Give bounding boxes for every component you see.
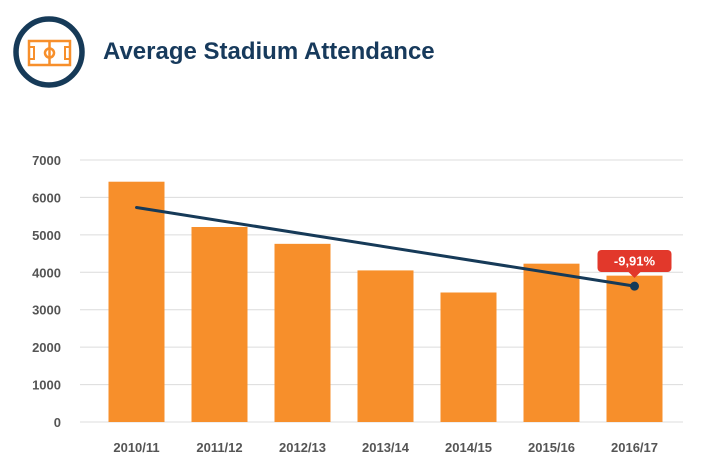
x-tick-label: 2014/15 <box>445 440 492 455</box>
x-tick-label: 2011/12 <box>196 440 242 455</box>
y-tick-label: 0 <box>54 415 61 430</box>
y-tick-label: 2000 <box>32 340 61 355</box>
annotation-label: -9,91% <box>614 254 656 269</box>
y-tick-label: 7000 <box>32 153 61 168</box>
y-tick-label: 1000 <box>32 378 61 393</box>
bar <box>523 263 580 422</box>
annotation-badge <box>597 250 672 272</box>
bar <box>606 275 663 422</box>
x-tick-label: 2012/13 <box>279 440 326 455</box>
football-pitch-icon <box>13 16 85 88</box>
bar <box>191 226 248 422</box>
change-annotation: -9,91% <box>597 250 672 278</box>
y-tick-label: 3000 <box>32 303 61 318</box>
x-axis-ticks: 2010/11 2011/12 2012/13 2013/14 2014/15 2015/… <box>113 440 658 455</box>
y-tick-label: 5000 <box>32 228 61 243</box>
annotation-pointer <box>628 272 641 278</box>
bar <box>108 181 165 422</box>
trend-line <box>135 206 636 288</box>
trend-end-point <box>630 281 639 291</box>
x-tick-label: 2015/16 <box>528 440 575 455</box>
y-tick-label: 4000 <box>32 265 61 280</box>
bars <box>108 181 663 422</box>
chart-title: Average Stadium Attendance <box>103 38 435 65</box>
y-tick-label: 6000 <box>32 190 61 205</box>
x-tick-label: 2013/14 <box>362 440 410 455</box>
y-axis-ticks: 0 1000 2000 3000 4000 5000 6000 7000 <box>32 153 61 430</box>
trend-line-group <box>135 206 639 291</box>
bar <box>274 243 331 422</box>
bar <box>440 292 497 422</box>
bar <box>357 270 414 422</box>
chart-header: Average Stadium Attendance <box>0 0 723 110</box>
x-tick-label: 2010/11 <box>113 440 159 455</box>
x-tick-label: 2016/17 <box>611 440 658 455</box>
